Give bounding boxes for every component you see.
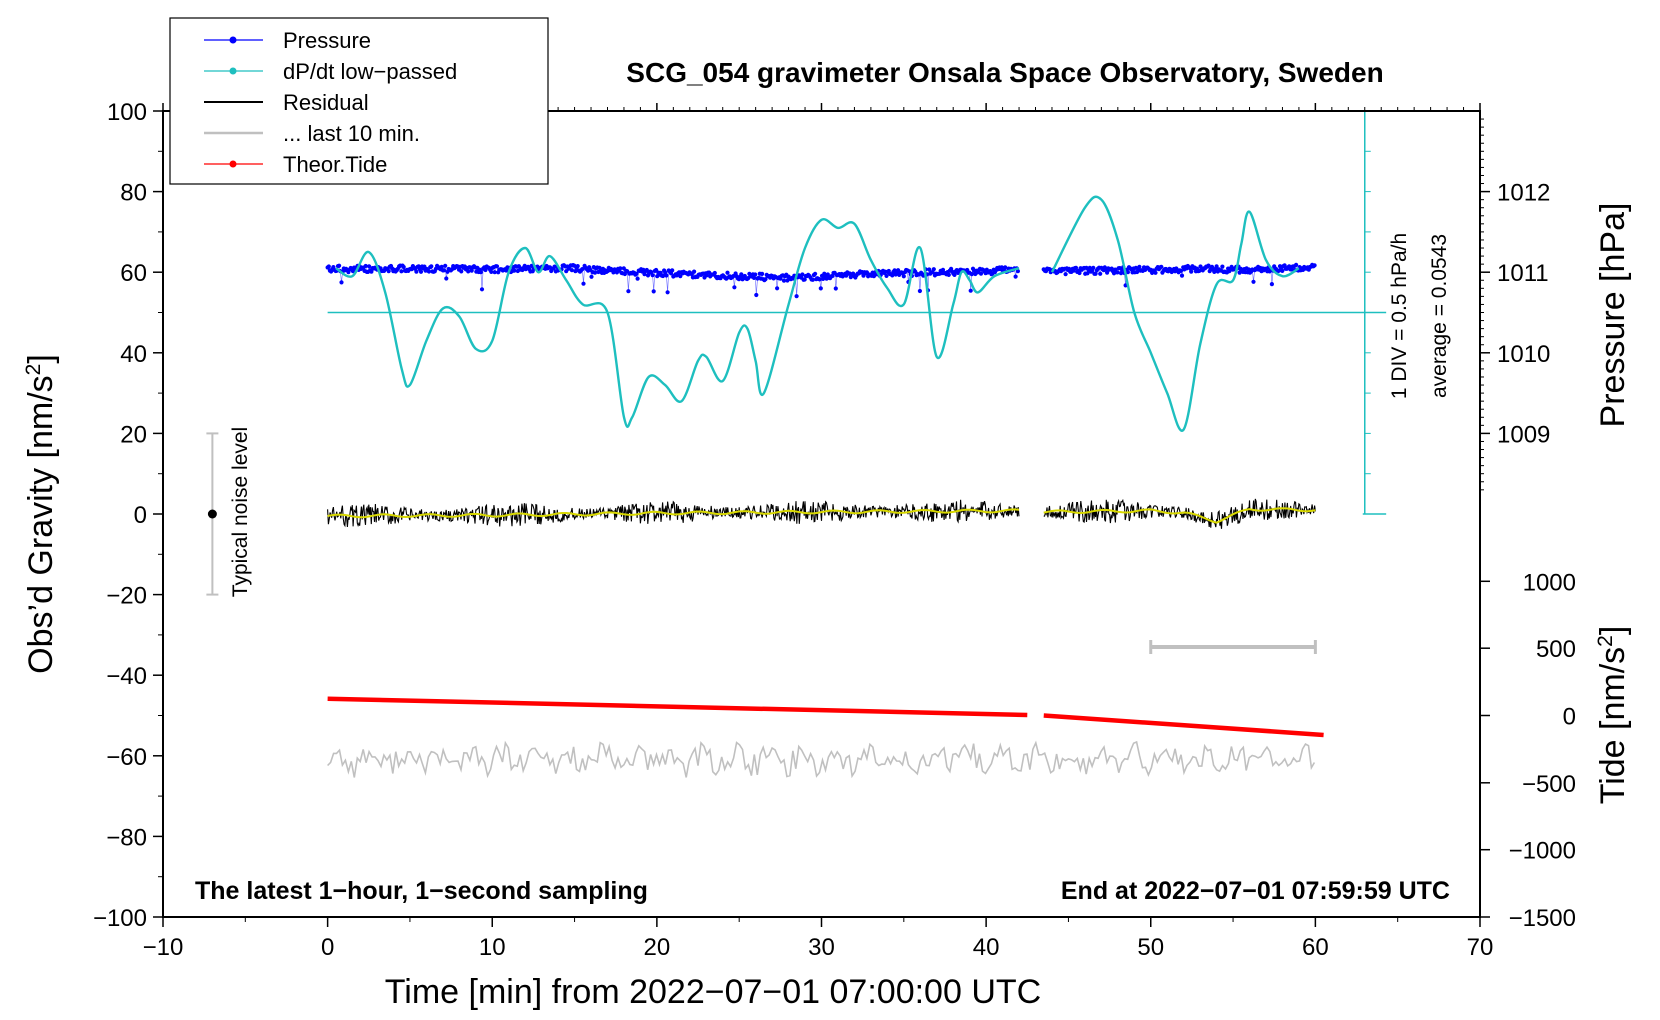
annotation-right: End at 2022−07−01 07:59:59 UTC	[1061, 877, 1450, 905]
y-tick-label: 40	[120, 341, 147, 368]
y-tick-label: 60	[120, 260, 147, 287]
noise-level-label: Typical noise level	[229, 427, 252, 597]
x-tick-label: −10	[143, 934, 184, 961]
y-axis-title-pressure: Pressure [hPa]	[1594, 203, 1632, 428]
tide-tick-label: −1500	[1509, 905, 1576, 932]
y-tick-label: −80	[106, 824, 147, 851]
x-tick-label: 70	[1467, 934, 1494, 961]
legend-label-pressure: Pressure	[283, 28, 371, 53]
y-axis-title-left-end: ]	[22, 354, 60, 363]
dpdt-line	[335, 217, 1020, 428]
legend-label-last10: ... last 10 min.	[283, 121, 420, 146]
x-tick-label: 50	[1137, 934, 1164, 961]
y-tick-label: 80	[120, 180, 147, 207]
pressure-tick-label: 1010	[1497, 341, 1550, 368]
legend-marker-dpdt	[229, 67, 237, 75]
tide-tick-label: 1000	[1523, 569, 1576, 596]
y-axis-title-tide-end: ]	[1594, 626, 1632, 635]
pressure-line	[327, 264, 1019, 297]
dpdt-div-label: 1 DIV = 0.5 hPa/h	[1388, 233, 1411, 399]
pressure-tick-label: 1009	[1497, 421, 1550, 448]
y-axis-title-left-sup: 2	[22, 364, 45, 376]
pressure-line	[1043, 264, 1315, 286]
residual-line	[1043, 498, 1316, 529]
theor-tide-line	[327, 696, 1028, 718]
y-tick-label: −100	[93, 905, 147, 932]
y-tick-label: 0	[134, 502, 147, 529]
tide-tick-label: −500	[1522, 771, 1576, 798]
tide-tick-label: −1000	[1509, 838, 1576, 865]
plot-frame	[162, 110, 1481, 918]
pressure-tick-label: 1011	[1497, 260, 1549, 287]
dpdt-line	[1050, 195, 1300, 432]
pressure-tick-label: 1012	[1497, 180, 1550, 207]
legend-label-tide: Theor.Tide	[283, 152, 387, 177]
x-tick-label: 60	[1302, 934, 1329, 961]
noise-point	[207, 509, 217, 519]
y-axis-title-tide-sup: 2	[1594, 635, 1617, 647]
residual-smooth-line	[327, 508, 1020, 519]
y-axis-title-tide-text: Tide [nm/s	[1594, 647, 1632, 804]
y-tick-label: 20	[120, 421, 147, 448]
data-layer	[206, 195, 1387, 779]
legend-label-residual: Residual	[283, 90, 369, 115]
x-tick-label: 10	[479, 934, 506, 961]
axes-layer: −10 0 10 20 30 40 50 60 70−100−80−60−40−20020406…	[93, 99, 1576, 961]
x-tick-label: 0	[321, 934, 334, 961]
legend-marker-tide	[229, 160, 237, 168]
x-axis-title: Time [min] from 2022−07−01 07:00:00 UTC	[385, 973, 1041, 1011]
x-tick-label: 40	[973, 934, 1000, 961]
chart-title: SCG_054 gravimeter Onsala Space Observat…	[626, 57, 1383, 88]
legend: Pressure dP/dt low−passed Residual ... l…	[169, 17, 549, 185]
theor-tide-line	[1043, 713, 1324, 738]
y-tick-label: −20	[106, 583, 147, 610]
annotation-left: The latest 1−hour, 1−second sampling	[195, 877, 648, 905]
tide-tick-label: 500	[1536, 636, 1576, 663]
y-tick-label: 100	[107, 99, 147, 126]
y-axis-title-tide: Tide [nm/s2]	[1594, 626, 1632, 805]
x-tick-label: 30	[808, 934, 835, 961]
residual-line	[327, 499, 1020, 528]
dpdt-average-label: average = 0.0543	[1428, 234, 1451, 398]
x-tick-label: 20	[644, 934, 671, 961]
tide-tick-label: 0	[1563, 704, 1576, 731]
y-axis-title-left: Obs’d Gravity [nm/s2]	[22, 354, 60, 674]
grey-trace-line	[327, 740, 1316, 779]
residual-smooth-line	[1043, 507, 1316, 524]
y-axis-title-left-text: Obs’d Gravity [nm/s	[22, 375, 60, 674]
legend-marker-pressure	[229, 36, 237, 44]
y-tick-label: −40	[106, 663, 147, 690]
y-tick-label: −60	[106, 744, 147, 771]
legend-label-dpdt: dP/dt low−passed	[283, 59, 457, 84]
